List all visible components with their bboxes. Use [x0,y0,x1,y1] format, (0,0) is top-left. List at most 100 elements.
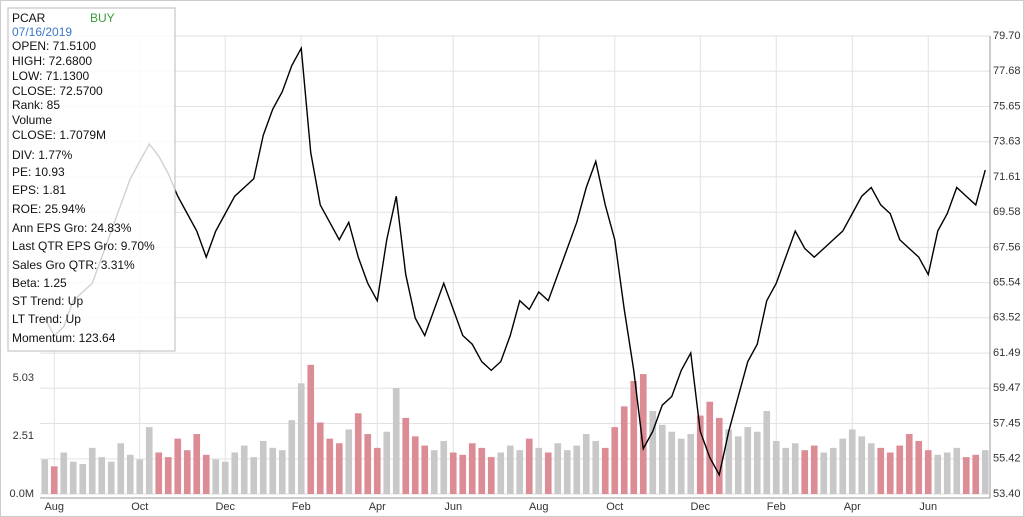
x-tick-label: Feb [767,501,786,513]
volume-bar [791,443,799,494]
volume-bar [934,454,942,494]
y-tick-label: 53.40 [993,488,1021,500]
volume-bar [373,447,381,494]
volume-bar [554,443,562,494]
y-tick-label: 77.68 [993,65,1021,77]
volume-bar [829,447,837,494]
volume-bar [858,436,866,494]
volume-bar [896,445,904,494]
x-tick-label: Aug [529,501,549,513]
info-line: Rank: 85 [12,98,60,112]
volume-bar [50,466,58,494]
volume-bar [601,447,609,494]
volume-bar [715,417,723,494]
volume-bar [877,447,885,494]
volume-bar [164,457,172,494]
volume-bar [269,447,277,494]
volume-bar [449,452,457,494]
price-line [44,45,986,477]
volume-bar [174,438,182,494]
info-line: CLOSE: 1.7079M [12,128,106,142]
volume-bar [145,427,153,494]
volume-bar [212,459,220,494]
info-line: LT Trend: Up [12,312,81,326]
volume-bar [687,434,695,494]
volume-bar [516,450,524,494]
x-tick-label: Feb [292,501,311,513]
y-tick-label: 69.58 [993,206,1021,218]
info-line: Ann EPS Gro: 24.83% [12,221,132,235]
volume-bar [183,450,191,494]
volume-bar [459,454,467,494]
volume-bar [592,440,600,494]
volume-bar [905,434,913,494]
volume-bar [848,429,856,494]
volume-bar [392,387,400,494]
volume-bar [60,452,68,494]
volume-bar [734,436,742,494]
volume-bar [810,445,818,494]
x-tick-label: Apr [844,501,861,513]
volume-bar [620,406,628,494]
y-tick-label: 63.52 [993,312,1021,324]
y-tick-label: 57.45 [993,417,1021,429]
y2-tick-label: 5.03 [13,372,34,384]
volume-bar [544,452,552,494]
volume-bar [69,461,77,494]
volume-bar [98,457,106,494]
volume-bar [487,457,495,494]
info-line: Volume [12,113,52,127]
volume-bar [193,434,201,494]
volume-bar [886,452,894,494]
volume-bar [316,422,324,494]
volume-bar [307,364,315,494]
volume-bar [782,447,790,494]
volume-bar [744,427,752,494]
y-tick-label: 73.63 [993,136,1021,148]
volume-bar [962,457,970,494]
y-tick-label: 75.65 [993,100,1021,112]
volume-bar [525,438,533,494]
info-line: Momentum: 123.64 [12,331,116,345]
info-line: Sales Gro QTR: 3.31% [12,258,135,272]
x-tick-label: Oct [606,501,623,513]
volume-bar [79,464,87,494]
volume-bar [924,450,932,494]
volume-bar [126,454,134,494]
volume-bar [953,447,961,494]
volume-bar [383,431,391,494]
volume-bar [753,431,761,494]
volume-bar [41,459,49,494]
x-tick-label: Aug [44,501,64,513]
volume-bars [41,364,989,494]
info-line: ST Trend: Up [12,294,83,308]
x-tick-label: Dec [690,501,710,513]
info-line: Last QTR EPS Gro: 9.70% [12,239,155,253]
date: 07/16/2019 [12,25,72,39]
info-line: PE: 10.93 [12,165,65,179]
volume-bar [839,438,847,494]
x-tick-label: Jun [444,501,462,513]
volume-bar [221,461,229,494]
volume-bar [506,445,514,494]
volume-bar [354,413,362,494]
volume-bar [582,434,590,494]
signal: BUY [90,11,115,25]
volume-bar [943,452,951,494]
volume-bar [288,420,296,494]
y-tick-label: 55.42 [993,453,1021,465]
x-tick-label: Jun [919,501,937,513]
volume-bar [278,450,286,494]
volume-bar [468,443,476,494]
volume-bar [136,459,144,494]
volume-bar [801,450,809,494]
volume-bar [677,438,685,494]
volume-bar [345,429,353,494]
volume-bar [649,410,657,494]
volume-bar [763,410,771,494]
volume-bar [155,452,163,494]
y-tick-label: 65.54 [993,276,1021,288]
